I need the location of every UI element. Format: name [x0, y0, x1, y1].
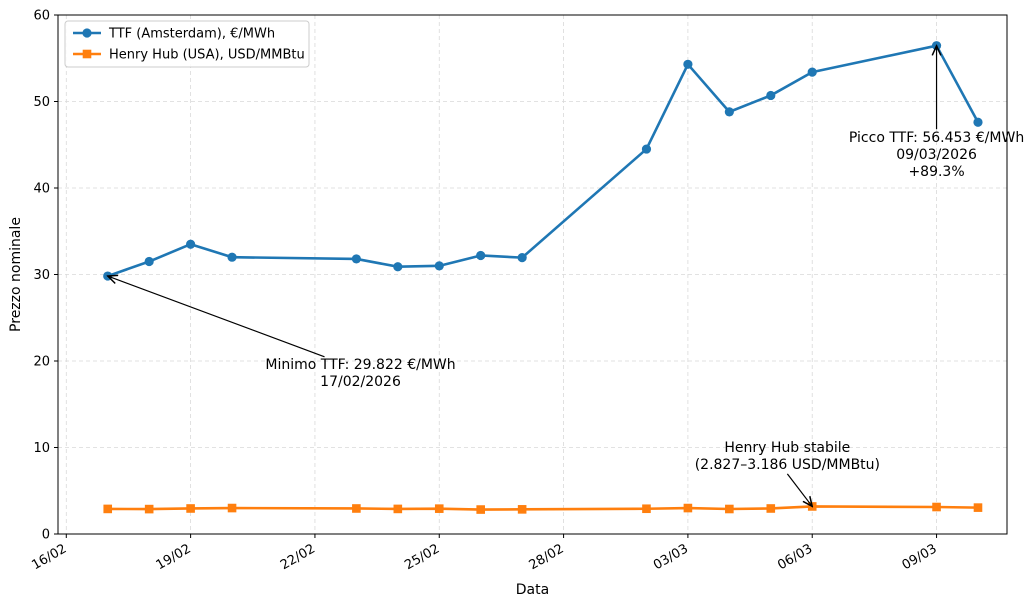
annotation-text: (2.827–3.186 USD/MMBtu)	[695, 457, 880, 473]
legend-marker	[82, 28, 92, 38]
data-point	[641, 144, 652, 154]
data-point	[517, 505, 527, 514]
data-point	[766, 90, 776, 101]
data-point	[766, 504, 776, 513]
data-point	[724, 107, 734, 117]
y-axis-label: Prezzo nominale	[8, 217, 24, 332]
legend-box	[64, 20, 310, 68]
data-point	[351, 254, 361, 264]
annotation-text: Minimo TTF: 29.822 €/MWh	[265, 357, 455, 373]
data-point	[103, 504, 113, 514]
grid-lines	[58, 14, 1007, 535]
data-point	[352, 504, 361, 513]
data-point	[683, 59, 693, 69]
data-point	[393, 262, 403, 272]
data-point	[186, 239, 196, 249]
y-tick-label: 0	[42, 528, 50, 543]
y-tick-label: 30	[33, 268, 50, 283]
legend-marker	[82, 49, 92, 59]
data-point	[227, 252, 237, 262]
annotation-text: Henry Hub stabile	[724, 440, 850, 456]
y-tick-label: 40	[33, 182, 50, 197]
data-point	[517, 253, 527, 263]
data-point	[642, 504, 651, 514]
data-point	[476, 250, 486, 261]
annotation-arrow	[108, 276, 325, 358]
annotation-2: Henry Hub stabile(2.827–3.186 USD/MMBtu)	[695, 440, 880, 507]
annotation-text: +89.3%	[908, 164, 964, 180]
series-line	[106, 505, 980, 511]
data-point	[434, 504, 444, 513]
x-axis-label: Data	[516, 582, 549, 598]
series-ttf	[103, 41, 983, 281]
data-point	[973, 117, 983, 127]
series-layer	[103, 41, 983, 514]
annotation-text: 17/02/2026	[320, 374, 401, 390]
y-tick-label: 60	[33, 9, 50, 24]
legend-label: Henry Hub (USA), USD/MMBtu	[109, 48, 305, 63]
data-point	[973, 503, 983, 512]
annotation-text: Picco TTF: 56.453 €/MWh	[849, 130, 1024, 146]
series-henry-hub	[103, 502, 983, 514]
data-point	[725, 504, 734, 514]
annotation-text: 09/03/2026	[896, 147, 977, 163]
y-tick-label: 10	[33, 441, 50, 456]
series-line	[106, 44, 980, 278]
y-axis-ticks: 0 10 20 30 40 50 60	[33, 9, 58, 543]
data-point	[144, 504, 154, 514]
data-point	[683, 503, 693, 513]
data-point	[807, 67, 817, 77]
data-point	[932, 502, 941, 512]
data-point	[434, 261, 444, 271]
data-point	[186, 504, 195, 513]
data-point	[393, 504, 403, 514]
data-point	[144, 256, 154, 267]
legend: TTF (Amsterdam), €/MWh Henry Hub (USA), U…	[64, 20, 310, 68]
data-point	[476, 505, 485, 514]
annotation-arrow	[786, 473, 812, 507]
data-point	[227, 503, 237, 513]
y-tick-label: 50	[33, 95, 50, 110]
y-tick-label: 20	[33, 355, 50, 370]
legend-label: TTF (Amsterdam), €/MWh	[108, 27, 275, 42]
